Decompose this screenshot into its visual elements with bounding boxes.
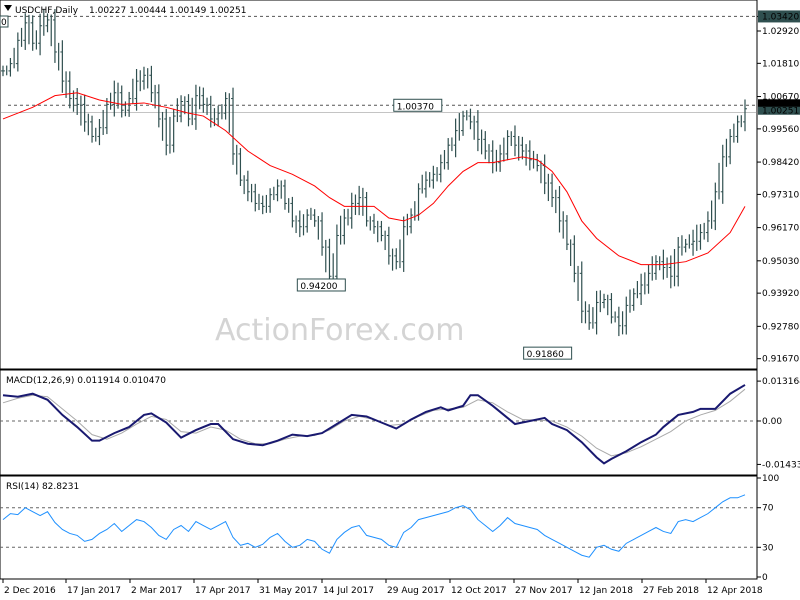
y-tick-label: 1.00670 [762,93,799,103]
macd-main-line [2,384,746,465]
edge-label-box [0,15,9,28]
rsi-panel-frame [0,475,758,580]
top-price-label-box [758,10,800,23]
rsi-y-tick-label: 0 [762,573,768,583]
rsi-title: RSI(14) 82.8231 [6,482,79,492]
y-tick-label: 0.91670 [762,355,799,365]
x-tick-label: 27 Feb 2018 [643,586,699,596]
x-tick-label: 17 Apr 2017 [195,586,251,596]
y-tick-label: 0.93920 [762,289,799,299]
rsi-y-tick-label: 100 [762,474,779,484]
y-tick-label: 1.01810 [762,59,799,69]
price-panel: ActionForex.com 1.00370 0.94200 0.91860 US… [0,0,758,370]
collapse-triangle-icon[interactable] [4,5,12,11]
rsi-y-tick-label: 30 [762,543,774,553]
price-annotation-box [296,278,346,292]
y-tick-label: 0.97310 [762,190,799,200]
x-tick-label: 14 Jul 2017 [323,586,374,596]
x-tick-label: 17 Jan 2017 [67,586,121,596]
price-annotation-label: 0.91860 [527,350,564,360]
macd-panel: MACD(12,26,9) 0.011914 0.010470 [0,369,758,476]
macd-y-tick-label: 0.00 [762,417,782,427]
last-price-label: 1.00251 [762,107,799,117]
y-tick-label: 1.02920 [762,27,799,37]
y-tick-label: 1.03420 [762,12,799,22]
y-tick-label: 0.99560 [762,125,799,135]
watermark: ActionForex.com [215,313,464,348]
y-tick-label: 0.96170 [762,224,799,234]
macd-title: MACD(12,26,9) 0.011914 0.010470 [6,376,166,386]
last-price-box [758,106,800,115]
x-tick-label: 27 Nov 2017 [515,586,573,596]
rsi-panel: RSI(14) 82.8231 [0,475,758,580]
x-tick-label: 29 Aug 2017 [387,586,445,596]
y-tick-label: 0.95030 [762,257,799,267]
edge-label: 0 [1,18,7,28]
symbol-label: USDCHF,Daily [15,6,79,16]
price-panel-frame [0,0,758,370]
macd-y-tick-label: 0.013164 [762,377,800,387]
moving-average-line [2,92,746,266]
rsi-y-tick-label: 70 [762,504,774,514]
macd-panel-frame [0,369,758,476]
current-price-label: 1.00370 [762,101,799,111]
rsi-line [2,494,746,558]
macd-y-tick-label: -0.014337 [762,460,800,470]
x-tick-label: 12 Jan 2018 [579,586,633,596]
x-tick-label: 31 May 2017 [259,586,318,596]
price-annotation-box [393,98,443,112]
x-tick-label: 2 Dec 2016 [4,586,56,596]
price-annotation-label: 0.94200 [300,282,337,292]
x-tick-label: 12 Oct 2017 [451,586,507,596]
x-tick-label: 2 Mar 2017 [131,586,182,596]
y-tick-label: 0.98420 [762,158,799,168]
y-tick-label: 0.92780 [762,322,799,332]
x-tick-label: 12 Apr 2018 [707,586,763,596]
price-annotation-label: 1.00370 [397,102,434,112]
price-annotation-box [523,346,573,360]
ohlc-label: 1.00227 1.00444 1.00149 1.00251 [89,6,246,16]
